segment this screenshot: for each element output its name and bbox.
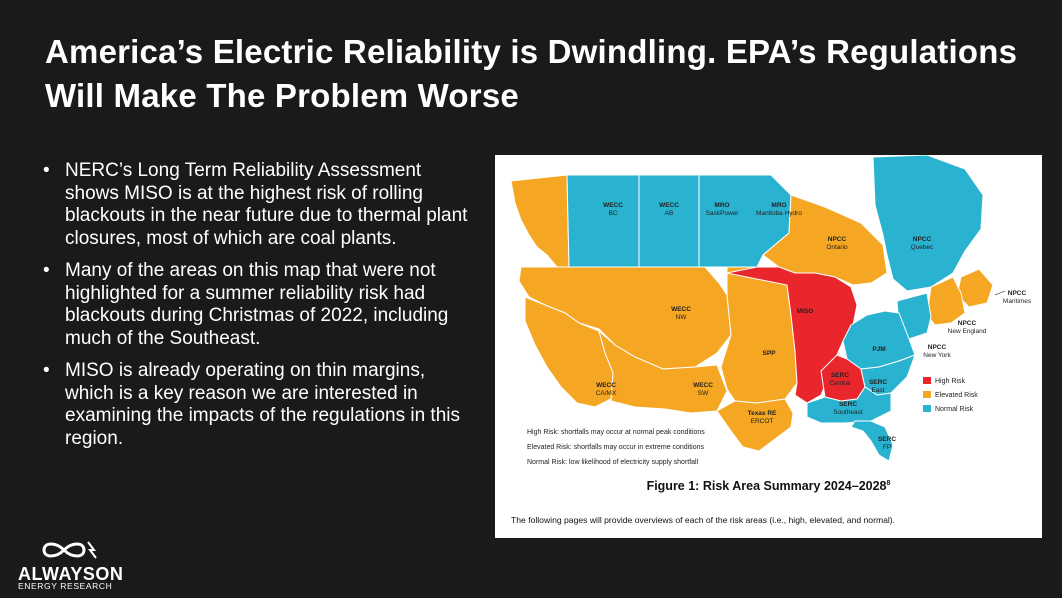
region-label-spp: SPP (762, 350, 776, 357)
alwayson-logo: ALWAYSON ENERGY RESEARCH (14, 536, 124, 592)
region-label-miso: MISO (797, 308, 814, 315)
risk-map: WECC BC WECC AB MRO SaskPower MRO Manito… (510, 155, 1032, 462)
region-wecc-bc (510, 174, 570, 271)
region-sublabel-mro-man: Manitoba Hydro (756, 210, 802, 217)
bullet-text: MISO is already operating on thin margin… (65, 360, 460, 449)
bullet-glyph: • (43, 260, 50, 281)
region-sublabel-npcc-mar: Maritimes (1003, 298, 1032, 305)
region-sublabel-serc-se: Southeast (833, 409, 862, 416)
region-sublabel-wecc-nw: NW (676, 314, 688, 321)
region-sublabel-texas: ERCOT (751, 418, 774, 425)
figure-caption: Figure 1: Risk Area Summary 2024–20288 (495, 479, 1042, 493)
region-label-serc-e: SERC (869, 379, 887, 386)
bullet-item: • MISO is already operating on thin margi… (40, 360, 470, 450)
legend-label-elevated: Elevated Risk (935, 392, 978, 399)
region-mro-sask (638, 174, 700, 268)
legend-swatch-elevated (923, 391, 931, 398)
risk-definition: Elevated Risk: shortfalls may occur in e… (527, 444, 705, 451)
legend-swatch-normal (923, 405, 931, 412)
risk-definition: Normal Risk: low likelihood of electrici… (527, 459, 699, 466)
region-label-wecc-nw: WECC (671, 306, 691, 313)
figure-footnote: The following pages will provide overvie… (511, 515, 896, 525)
region-sublabel-wecc-bc: BC (608, 210, 617, 217)
region-sublabel-serc-c: Central (830, 380, 852, 387)
maritimes-leader-line (994, 290, 1006, 296)
region-sublabel-wecc-sw: SW (698, 390, 709, 397)
logo-wordmark: ALWAYSON (18, 564, 124, 584)
region-label-texas: Texas RE (748, 410, 777, 417)
region-sublabel-npcc-ont: Ontario (826, 244, 848, 251)
region-spp (720, 266, 798, 404)
region-sublabel-npcc-ne: New England (948, 328, 987, 335)
region-serc-fp (850, 420, 894, 462)
region-sublabel-npcc-que: Quebec (911, 244, 935, 251)
region-label-mro-man: MRO (771, 202, 786, 209)
region-label-serc-se: SERC (839, 401, 857, 408)
region-label-npcc-ont: NPCC (828, 236, 847, 243)
risk-definitions: High Risk: shortfalls may occur at norma… (527, 425, 705, 470)
region-wecc-ab (566, 174, 640, 268)
risk-definition: High Risk: shortfalls may occur at norma… (527, 429, 705, 436)
region-sublabel-serc-e: East (871, 387, 884, 394)
region-sublabel-serc-fp: FP (883, 444, 891, 451)
region-sublabel-mro-sask: SaskPower (706, 210, 740, 217)
bullet-item: • Many of the areas on this map that were… (40, 260, 470, 350)
region-label-serc-fp: SERC (878, 436, 896, 443)
bullet-item: • NERC’s Long Term Reliability Assessment… (40, 160, 470, 250)
region-serc-southeast (806, 386, 892, 424)
region-wecc-camx (524, 296, 614, 408)
risk-map-figure: WECC BC WECC AB MRO SaskPower MRO Manito… (495, 155, 1042, 538)
bullet-glyph: • (43, 160, 50, 181)
region-label-wecc-ab: WECC (659, 202, 679, 209)
bullet-glyph: • (43, 360, 50, 381)
bullet-text: Many of the areas on this map that were … (65, 260, 449, 349)
figure-caption-text: Figure 1: Risk Area Summary 2024–2028 (646, 479, 887, 493)
region-npcc-quebec (872, 155, 984, 292)
region-label-npcc-ny: NPCC (928, 344, 947, 351)
region-label-npcc-que: NPCC (913, 236, 932, 243)
region-texas-re (716, 398, 794, 452)
region-npcc-ontario (762, 194, 888, 286)
slide-title: America’s Electric Reliability is Dwindl… (45, 33, 1018, 114)
region-label-wecc-bc: WECC (603, 202, 623, 209)
region-sublabel-wecc-ab: AB (665, 210, 674, 217)
bullet-list: • NERC’s Long Term Reliability Assessment… (40, 160, 470, 460)
region-label-mro-sask: MRO (714, 202, 729, 209)
region-label-npcc-mar: NPCC (1008, 290, 1027, 297)
legend-swatch-high (923, 377, 931, 384)
region-label-npcc-ne: NPCC (958, 320, 977, 327)
legend-label-normal: Normal Risk (935, 406, 974, 413)
region-sublabel-npcc-ny: New York (923, 352, 951, 359)
region-label-wecc-camx: WECC (596, 382, 616, 389)
logo-tagline: ENERGY RESEARCH (18, 581, 113, 591)
region-label-wecc-sw: WECC (693, 382, 713, 389)
infinity-bolt-icon (42, 541, 97, 559)
region-sublabel-wecc-camx: CA/MX (596, 390, 617, 397)
region-label-pjm: PJM (872, 346, 885, 353)
bullet-text: NERC’s Long Term Reliability Assessment … (65, 160, 468, 249)
figure-caption-ref: 8 (886, 479, 891, 487)
legend-label-high: High Risk (935, 378, 965, 385)
region-label-serc-c: SERC (831, 372, 849, 379)
